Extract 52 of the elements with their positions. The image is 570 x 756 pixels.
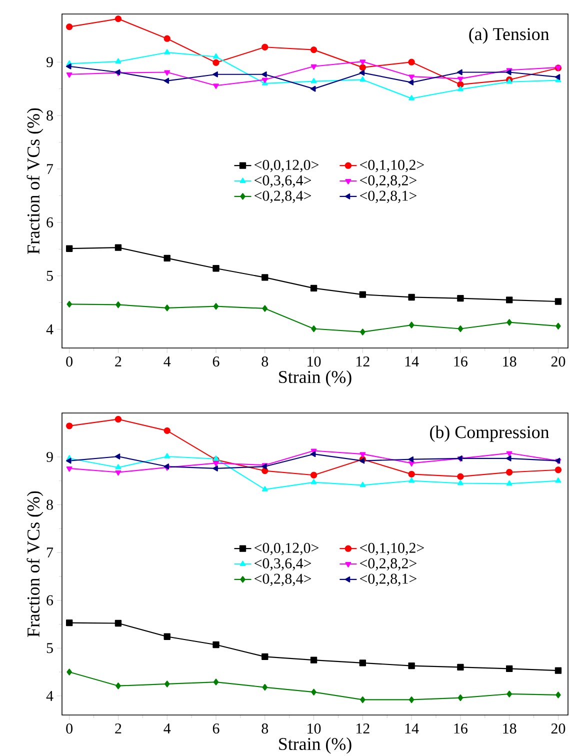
x-tick-label: 2 [115,356,122,366]
y-tick-label: 8 [46,110,53,121]
y-tick-label: 6 [46,217,54,228]
x-tick-label: 20 [551,724,566,734]
x-tick-label: 12 [356,724,370,734]
legend-label: <0,2,8,2> [360,175,416,188]
legend-label: <0,1,10,2> [360,160,424,172]
legend-label: <0,0,12,0> [254,542,318,556]
x-tick-label: 6 [212,356,220,367]
x-axis-title: Strain (%) [279,737,352,754]
y-tick-label: 4 [46,690,54,701]
x-tick-label: 18 [503,356,516,367]
y-tick-label: 8 [46,500,53,510]
y-tick-label: 9 [46,452,53,462]
x-tick-label: 18 [503,724,516,734]
x-tick-label: 8 [262,356,268,367]
x-tick-label: 12 [356,356,370,366]
x-tick-label: 0 [66,356,73,367]
x-tick-label: 14 [405,724,419,734]
x-tick-label: 10 [308,724,321,734]
x-tick-label: 10 [308,356,321,367]
legend-label: <0,1,10,2> [360,542,424,556]
legend-label: <0,2,8,4> [254,190,312,203]
x-axis-title: Strain (%) [279,370,352,387]
legend-label: <0,0,12,0> [254,160,318,172]
legend-label: <0,2,8,1> [360,574,416,586]
y-tick-label: 6 [46,595,54,606]
x-tick-label: 20 [551,356,566,367]
legend-label: <0,2,8,2> [360,558,416,571]
y-tick-label: 5 [46,643,53,654]
legend-label: <0,2,8,4> [254,574,312,586]
y-tick-label: 4 [46,324,54,334]
y-tick-label: 9 [46,57,53,68]
y-tick-label: 7 [47,548,54,558]
x-tick-label: 2 [115,724,122,734]
legend-label: <0,3,6,4> [254,175,312,188]
x-tick-label: 6 [212,724,220,734]
legend-label: <0,2,8,1> [360,190,416,203]
x-tick-label: 4 [164,356,171,366]
y-axis-title: Fraction of VCs (%) [26,108,44,254]
x-tick-label: 8 [262,724,268,734]
y-tick-label: 5 [46,270,53,281]
x-tick-label: 14 [405,356,419,366]
x-tick-label: 16 [454,724,468,734]
x-tick-label: 0 [66,724,73,734]
x-tick-label: 16 [454,356,468,367]
text: (a) Tension [469,28,550,44]
text: (b) Compression [430,426,550,442]
x-tick-label: 4 [164,724,171,734]
legend-label: <0,3,6,4> [254,558,312,571]
y-tick-label: 7 [47,164,54,174]
y-axis-title: Fraction of VCs (%) [26,491,44,637]
